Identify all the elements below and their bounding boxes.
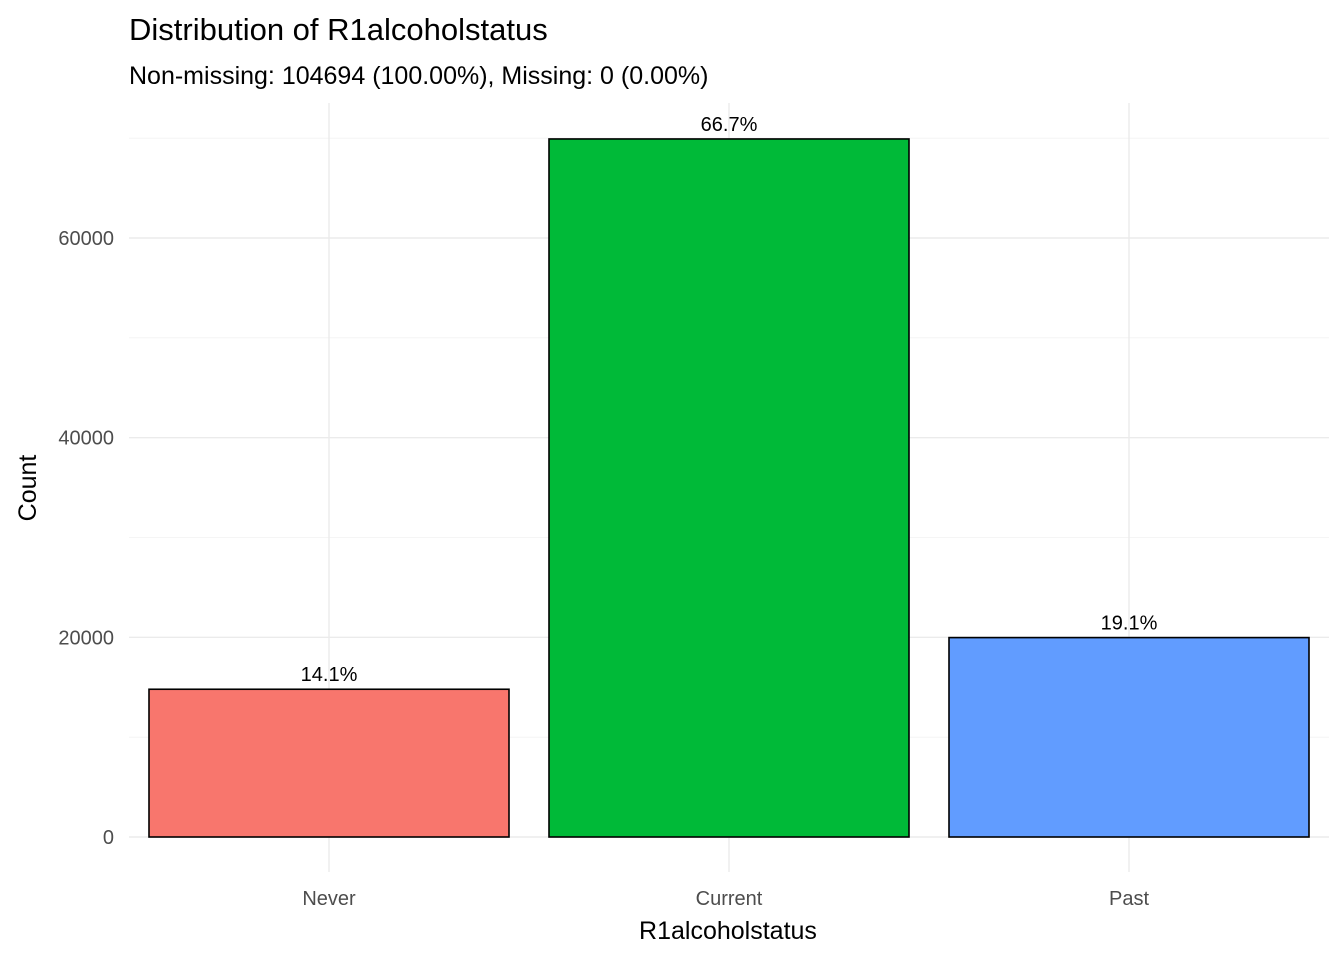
bars: [148, 138, 1310, 838]
y-tick-label: 20000: [58, 627, 114, 649]
y-tick-label: 60000: [58, 228, 114, 250]
bar-labels: 14.1% 66.7% 19.1%: [301, 114, 1158, 686]
y-axis-title: Count: [14, 455, 42, 522]
bar-past: [948, 636, 1310, 838]
y-tick-label: 40000: [58, 428, 114, 450]
bar-value-label: 66.7%: [701, 114, 758, 136]
x-tick-label: Past: [1109, 888, 1149, 910]
x-tick-label: Current: [696, 888, 763, 910]
chart-title: Distribution of R1alcoholstatus: [129, 12, 548, 47]
bar-never: [148, 688, 510, 838]
y-axis-ticks: 0 20000 40000 60000: [58, 228, 114, 849]
x-axis-ticks: Never Current Past: [302, 888, 1149, 910]
y-tick-label: 0: [103, 827, 114, 849]
bar-current: [548, 138, 910, 838]
chart-subtitle: Non-missing: 104694 (100.00%), Missing: …: [129, 62, 708, 90]
x-axis-title: R1alcoholstatus: [639, 917, 817, 945]
bar-value-label: 19.1%: [1101, 613, 1158, 635]
bar-value-label: 14.1%: [301, 664, 358, 686]
x-tick-label: Never: [302, 888, 356, 910]
